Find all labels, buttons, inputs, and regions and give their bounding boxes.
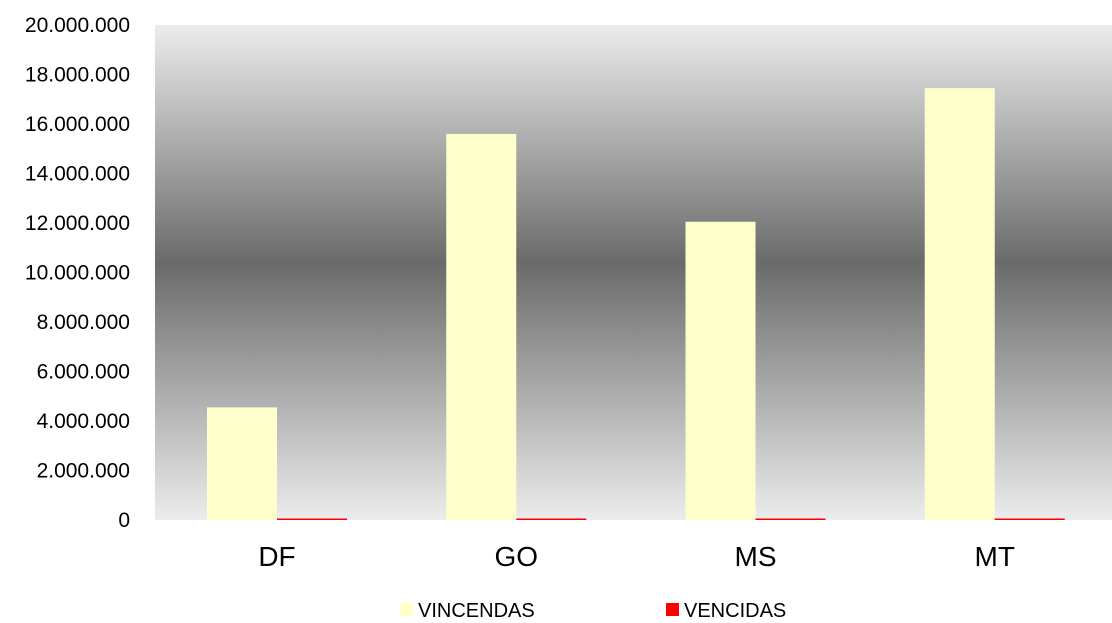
y-tick-label: 16.000.000 <box>25 113 130 136</box>
y-tick-label: 18.000.000 <box>25 64 130 87</box>
bar-vencidas-ms <box>755 518 826 520</box>
bar-vincendas-go <box>446 133 517 520</box>
y-axis: 0 2.000.000 4.000.000 6.000.000 8.000.000 10.… <box>25 14 130 532</box>
y-tick-label: 8.000.000 <box>37 311 130 334</box>
y-tick-label: 4.000.000 <box>37 410 130 433</box>
bar-vincendas-ms <box>685 221 756 520</box>
bar-vincendas-df <box>207 407 277 520</box>
bar-vencidas-mt <box>994 518 1065 520</box>
y-tick-label: 10.000.000 <box>25 262 130 285</box>
y-tick-label: 12.000.000 <box>25 212 130 235</box>
x-category-label: MT <box>975 541 1015 572</box>
legend-swatch-vencidas <box>666 603 679 616</box>
bar-vencidas-go <box>516 518 587 520</box>
y-tick-label: 20.000.000 <box>25 14 130 37</box>
legend: VINCENDAS VENCIDAS <box>400 600 786 622</box>
legend-label-vencidas: VENCIDAS <box>684 600 786 622</box>
bar-vincendas-mt <box>924 88 995 521</box>
legend-label-vincendas: VINCENDAS <box>418 600 535 622</box>
y-tick-label: 6.000.000 <box>37 361 130 384</box>
x-category-label: DF <box>258 541 295 572</box>
legend-swatch-vincendas <box>400 603 413 616</box>
y-tick-label: 2.000.000 <box>37 460 130 483</box>
y-tick-label: 14.000.000 <box>25 163 130 186</box>
bar-vencidas-df <box>277 518 347 520</box>
x-axis: DF GO MS MT <box>258 541 1015 572</box>
x-category-label: MS <box>735 541 777 572</box>
y-tick-label: 0 <box>118 509 130 532</box>
bars <box>207 88 1065 521</box>
x-category-label: GO <box>494 541 538 572</box>
